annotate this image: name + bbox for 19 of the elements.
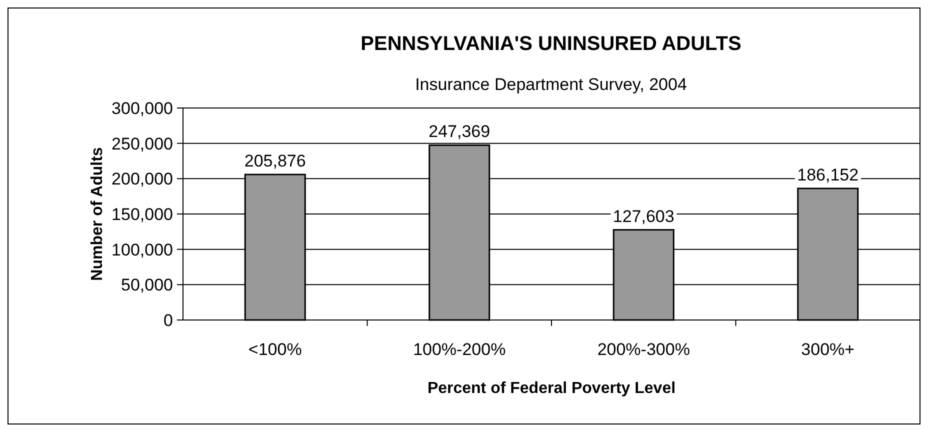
data-label: 127,603: [612, 206, 674, 226]
x-tick-label: 200%-300%: [597, 340, 690, 359]
y-tick-label: 300,000: [112, 98, 173, 118]
y-tick-label: 150,000: [112, 204, 173, 224]
x-tick-label: <100%: [248, 340, 302, 359]
y-tick-label: 50,000: [121, 276, 173, 295]
y-tick-label: 200,000: [112, 170, 173, 189]
x-axis-title: Percent of Federal Poverty Level: [427, 380, 676, 397]
data-label: 247,369: [428, 122, 490, 142]
x-tick-label: 300%+: [801, 340, 855, 359]
chart-subtitle: Insurance Department Survey, 2004: [415, 75, 687, 94]
y-tick-label: 0: [164, 310, 173, 330]
x-tick-label: 100%-200%: [413, 340, 506, 359]
data-label: 205,876: [244, 152, 306, 171]
y-tick-label: 100,000: [112, 240, 173, 260]
y-tick-label: 250,000: [112, 134, 173, 154]
data-label: 186,152: [797, 165, 859, 184]
chart-title: PENNSYLVANIA'S UNINSURED ADULTS: [360, 33, 742, 55]
y-axis-title: Number of Adults: [89, 147, 106, 281]
